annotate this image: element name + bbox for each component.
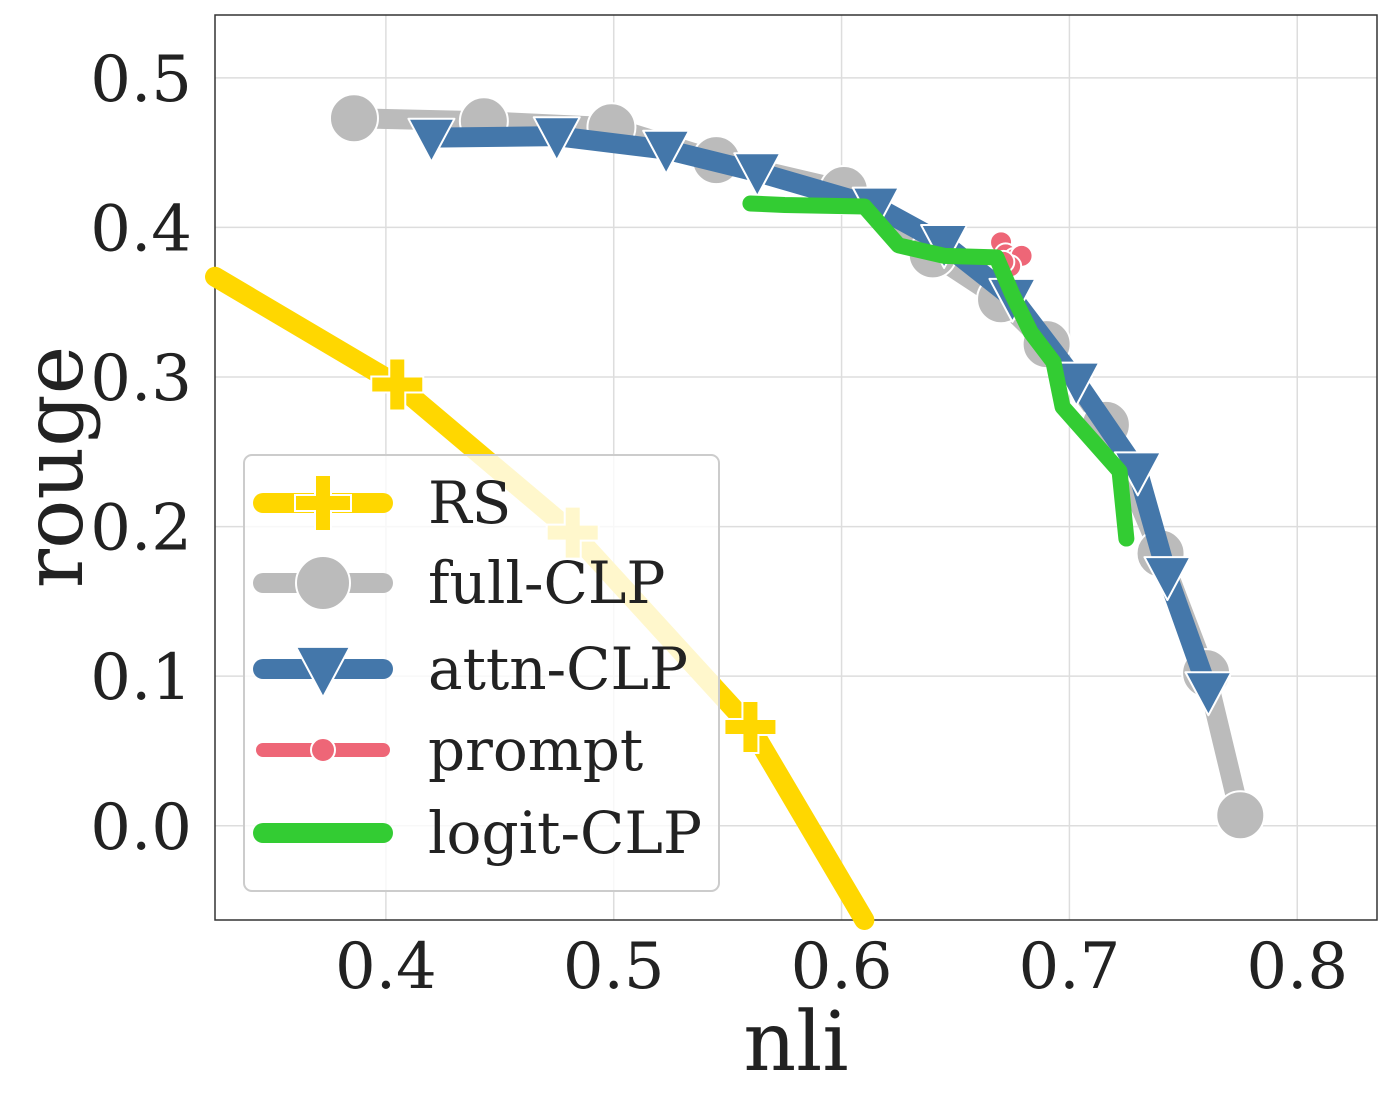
data-point-RS — [723, 700, 778, 755]
x-tick-label: 0.4 — [335, 930, 437, 1004]
x-tick-label: 0.8 — [1246, 930, 1348, 1004]
series-line-logit-CLP — [742, 195, 1135, 547]
data-point-RS — [370, 357, 425, 412]
legend-items: RS full-CLP attn-CLP prompt logit-CLP — [253, 469, 702, 867]
legend-label: full-CLP — [428, 549, 665, 617]
data-point-attn-CLP — [1184, 671, 1233, 717]
series-attn-CLP — [407, 116, 1233, 717]
legend-label: RS — [428, 469, 511, 537]
data-point-attn-CLP — [733, 152, 782, 198]
legend-item-RS: RS — [253, 469, 511, 537]
plot-frame — [214, 14, 1378, 921]
data-point-attn-CLP — [642, 129, 691, 175]
legend-item-prompt: prompt — [256, 716, 643, 784]
data-point-attn-CLP — [407, 117, 456, 163]
y-tick-label: 0.3 — [90, 342, 192, 416]
y-tick-label: 0.1 — [90, 641, 192, 715]
x-tick-labels: 0.4 0.5 0.6 0.7 0.8 — [335, 930, 1348, 1004]
legend-marker — [295, 555, 351, 611]
legend-label: attn-CLP — [428, 635, 688, 703]
y-tick-label: 0.0 — [90, 791, 192, 865]
data-point-full-CLP — [1215, 790, 1266, 841]
legend-item-attn-CLP: attn-CLP — [253, 635, 688, 703]
data-point-attn-CLP — [532, 116, 581, 162]
x-tick-label: 0.7 — [1019, 930, 1121, 1004]
legend-marker — [310, 737, 336, 763]
series-layer — [205, 93, 1266, 930]
legend-frame — [243, 454, 720, 892]
y-tick-labels: 0.0 0.1 0.2 0.3 0.4 0.5 — [90, 43, 192, 865]
x-tick-label: 0.5 — [563, 930, 665, 1004]
y-tick-label: 0.4 — [90, 192, 192, 266]
y-tick-label: 0.5 — [90, 43, 192, 117]
data-point-full-CLP — [328, 93, 379, 144]
y-tick-label: 0.2 — [90, 492, 192, 566]
legend-item-logit-CLP: logit-CLP — [253, 799, 702, 867]
legend: RS full-CLP attn-CLP prompt logit-CLP — [243, 454, 720, 892]
legend-item-full-CLP: full-CLP — [253, 549, 665, 617]
x-tick-label: 0.6 — [791, 930, 893, 1004]
legend-label: prompt — [428, 716, 643, 784]
legend-marker — [294, 474, 352, 532]
y-axis-label: rouge — [7, 346, 102, 588]
series-logit-CLP — [742, 195, 1135, 547]
legend-marker — [295, 645, 351, 699]
legend-label: logit-CLP — [428, 799, 702, 867]
data-point-attn-CLP — [1143, 556, 1192, 602]
x-axis-label: nli — [743, 995, 848, 1090]
